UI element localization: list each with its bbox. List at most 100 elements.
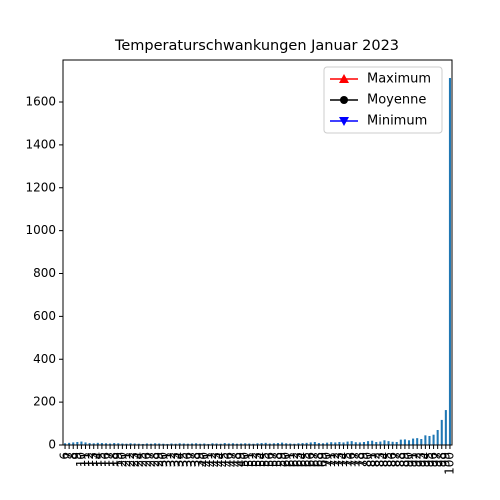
bar [88, 443, 91, 445]
legend-marker [340, 96, 348, 104]
bar [178, 443, 181, 445]
legend-box [323, 66, 443, 134]
bar [334, 442, 337, 445]
legend-label: Minimum [367, 114, 427, 129]
bar [248, 443, 251, 445]
x-tick-label: 53 [250, 452, 264, 467]
x-tick-label: 14 [90, 452, 104, 467]
bar [432, 434, 435, 445]
y-tick-label: 0 [48, 438, 56, 452]
x-tick-label: 17 [103, 452, 117, 467]
bar [416, 438, 419, 445]
bar [64, 443, 67, 445]
bar [309, 442, 312, 445]
x-tick-label: 28 [148, 452, 162, 467]
bar [215, 443, 218, 445]
bar [219, 443, 222, 445]
bar [272, 443, 275, 445]
x-tick-label: 60 [279, 452, 293, 467]
legend-marker [339, 74, 349, 83]
bar [297, 443, 300, 445]
x-tick-label: 55 [258, 452, 272, 467]
bar [317, 443, 320, 445]
x-tick-label: 92 [410, 452, 424, 467]
x-tick-label: 78 [352, 452, 366, 467]
bar [428, 435, 431, 445]
x-tick-label: 10 [74, 452, 88, 467]
bar [301, 443, 304, 445]
x-tick-label: 29 [152, 452, 166, 467]
x-tick-label: 30 [156, 452, 170, 467]
x-tick-label: 59 [275, 452, 289, 467]
bar [223, 443, 226, 445]
x-tick-label: 81 [365, 452, 379, 467]
bar [256, 443, 259, 445]
x-tick-label: 33 [168, 452, 182, 467]
bar [420, 438, 423, 445]
bar [448, 78, 451, 445]
bar [240, 443, 243, 445]
x-tick-label: 80 [361, 452, 375, 467]
bar [129, 443, 132, 445]
bar [342, 442, 345, 445]
bar [100, 443, 103, 445]
x-tick-label: 18 [107, 452, 121, 467]
x-tick-label: 16 [98, 452, 112, 467]
bar [276, 443, 279, 445]
y-tick-label: 400 [33, 352, 56, 366]
bar [190, 443, 194, 445]
x-tick-label: 25 [135, 452, 149, 467]
x-tick-label: 88 [393, 452, 407, 467]
x-tick-label: 99 [438, 452, 452, 467]
bar [170, 443, 173, 445]
bar [330, 442, 333, 445]
bar [104, 443, 108, 445]
x-tick-label: 61 [283, 452, 297, 467]
x-tick-label: 72 [328, 452, 342, 467]
x-tick-label: 74 [336, 452, 350, 467]
bar [182, 443, 185, 445]
bar [399, 439, 402, 445]
bar [96, 442, 99, 445]
bar [387, 441, 390, 445]
bar [195, 443, 198, 445]
bar [281, 442, 284, 445]
x-tick-label: 48 [230, 452, 244, 467]
x-tick-label: 97 [430, 452, 444, 467]
bar [80, 441, 83, 445]
x-tick-label: 83 [373, 452, 387, 467]
x-tick-label: 27 [144, 452, 158, 467]
x-tick-label: 73 [332, 452, 346, 467]
x-tick-label: 93 [414, 452, 428, 467]
x-tick-label: 22 [123, 452, 137, 467]
x-tick-label: 100 [442, 452, 456, 475]
x-tick-label: 85 [381, 452, 395, 467]
bar [117, 443, 120, 445]
x-tick-label: 41 [201, 452, 215, 467]
bar [407, 440, 411, 445]
y-tick-label: 200 [33, 395, 56, 409]
x-tick-label: 57 [266, 452, 280, 467]
bar [321, 443, 325, 445]
legend-label: Maximum [367, 72, 431, 87]
bar [367, 441, 370, 445]
bar [236, 443, 239, 445]
bar [141, 443, 144, 445]
bar [260, 443, 263, 445]
bar [113, 443, 116, 445]
legend-marker [339, 117, 349, 126]
bar [444, 410, 447, 445]
x-tick-label: 67 [307, 452, 321, 467]
x-tick-label: 71 [324, 452, 338, 467]
x-tick-label: 43 [209, 452, 223, 467]
x-tick-label: 13 [86, 452, 100, 467]
bar [268, 443, 271, 445]
x-tick-label: 21 [119, 452, 133, 467]
x-tick-label: 50 [238, 452, 252, 467]
y-tick-label: 1000 [25, 223, 56, 237]
x-tick-label: 12 [82, 452, 96, 467]
x-tick-label: 77 [348, 452, 362, 467]
x-tick-label: 75 [340, 452, 354, 467]
